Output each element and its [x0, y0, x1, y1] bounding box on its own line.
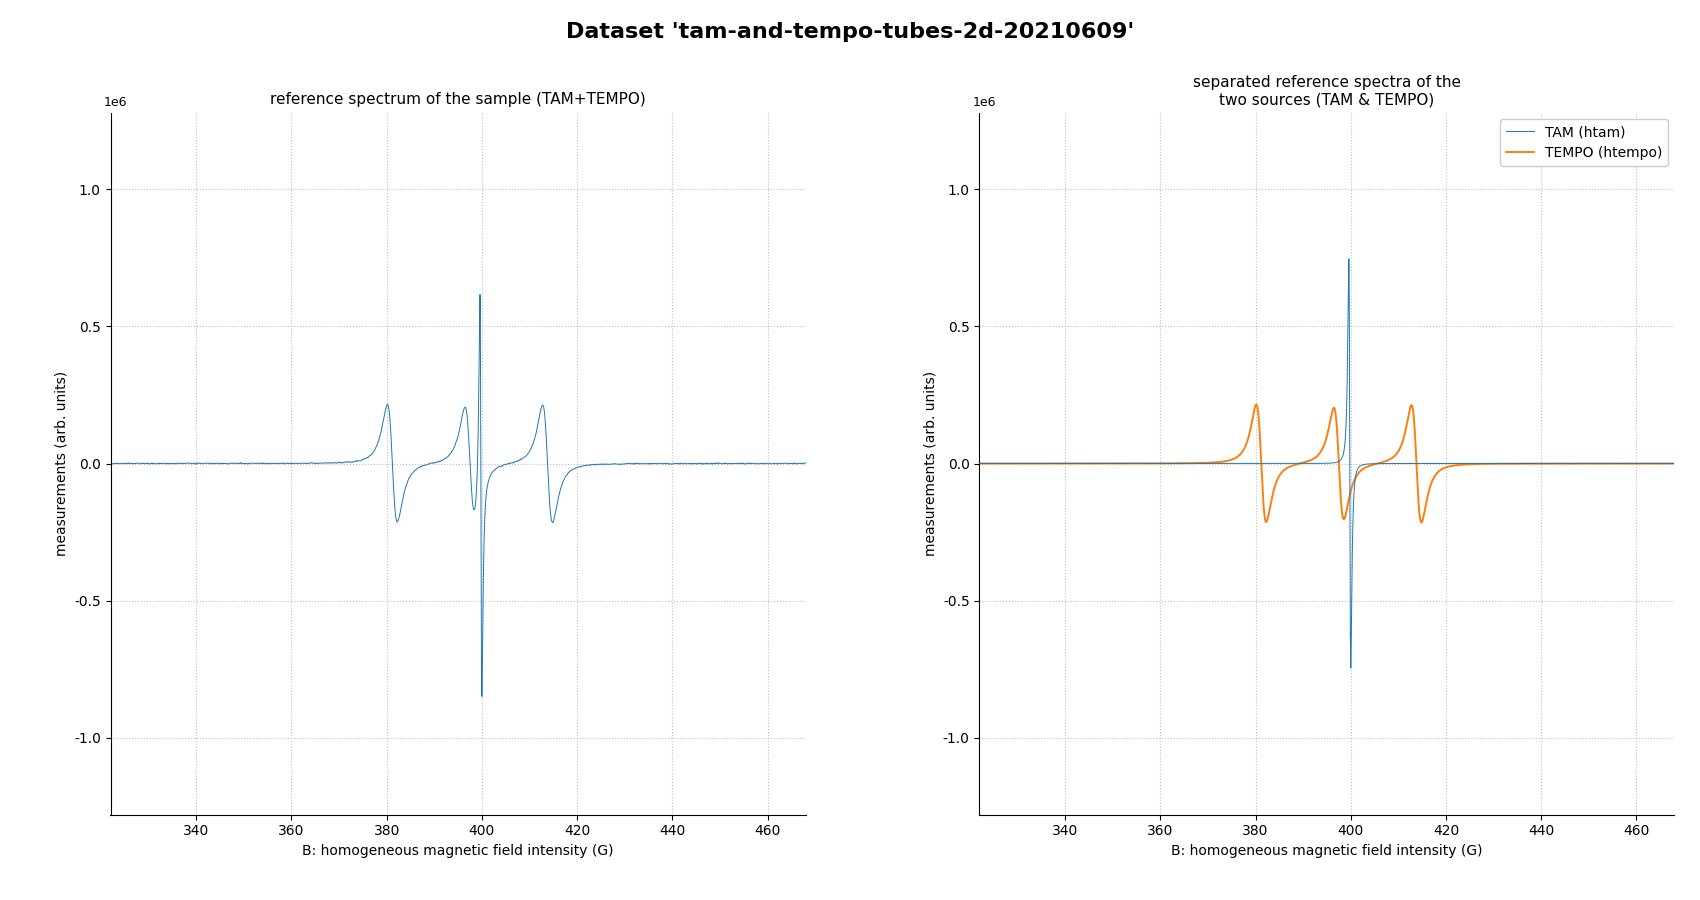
TAM (htam) [1664, 458, 1685, 469]
X-axis label: B: homogeneous magnetic field intensity (G): B: homogeneous magnetic field intensity … [1171, 844, 1482, 858]
TEMPO (htempo) [1221, 454, 1241, 465]
TEMPO (htempo) [1411, 518, 1431, 528]
TAM (htam) [1005, 458, 1025, 469]
X-axis label: B: homogeneous magnetic field intensity (G): B: homogeneous magnetic field intensity … [303, 844, 614, 858]
Line: TEMPO (htempo): TEMPO (htempo) [979, 404, 1674, 523]
Text: 1e6: 1e6 [972, 96, 996, 109]
TEMPO (htempo) [1380, 454, 1401, 464]
Text: Dataset 'tam-and-tempo-tubes-2d-20210609': Dataset 'tam-and-tempo-tubes-2d-20210609… [566, 22, 1134, 42]
Line: TAM (htam): TAM (htam) [979, 259, 1674, 668]
TAM (htam) [1380, 458, 1401, 469]
TAM (htam) [1341, 662, 1362, 673]
TAM (htam) [969, 458, 989, 469]
Legend: TAM (htam), TEMPO (htempo): TAM (htam), TEMPO (htempo) [1499, 120, 1668, 166]
TEMPO (htempo) [1005, 458, 1025, 469]
TAM (htam) [1522, 458, 1542, 469]
TEMPO (htempo) [1246, 399, 1266, 410]
TAM (htam) [1221, 458, 1241, 469]
TEMPO (htempo) [969, 458, 989, 469]
TEMPO (htempo) [1411, 517, 1431, 527]
TAM (htam) [1338, 254, 1358, 265]
Y-axis label: measurements (arb. units): measurements (arb. units) [923, 371, 937, 556]
TAM (htam) [1484, 458, 1504, 469]
TEMPO (htempo) [1664, 458, 1685, 469]
Text: 1e6: 1e6 [104, 96, 128, 109]
TAM (htam) [1411, 458, 1431, 469]
TEMPO (htempo) [1522, 458, 1542, 469]
TEMPO (htempo) [1484, 458, 1504, 469]
Title: separated reference spectra of the
two sources (TAM & TEMPO): separated reference spectra of the two s… [1193, 75, 1460, 107]
Title: reference spectrum of the sample (TAM+TEMPO): reference spectrum of the sample (TAM+TE… [270, 92, 646, 107]
Y-axis label: measurements (arb. units): measurements (arb. units) [54, 371, 68, 556]
